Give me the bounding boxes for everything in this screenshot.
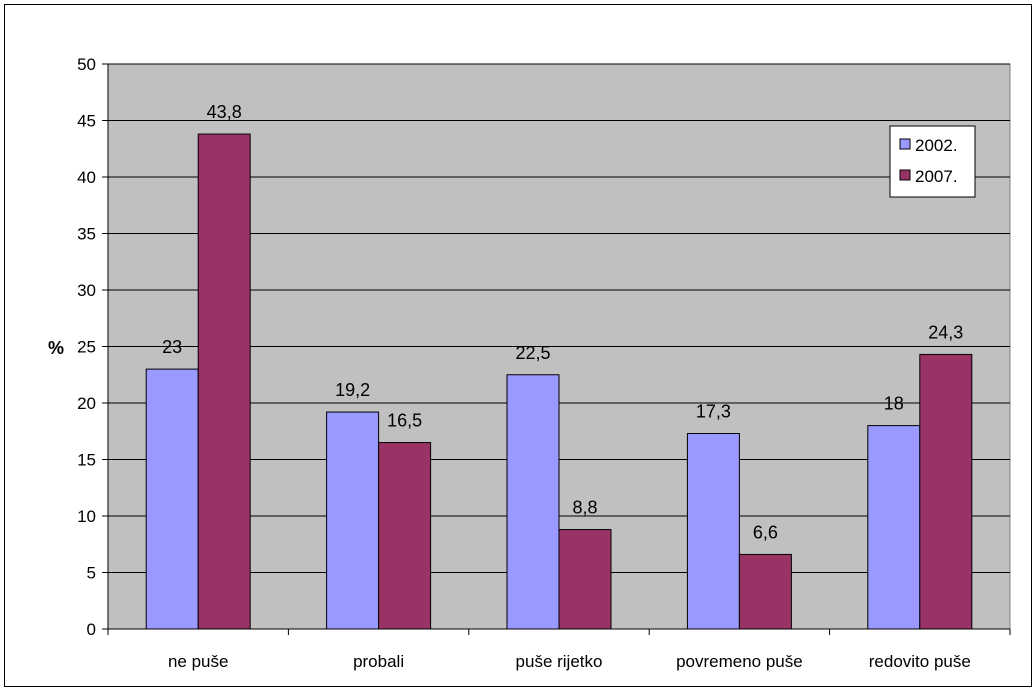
y-axis-label: %	[48, 338, 64, 358]
data-label: 43,8	[207, 102, 242, 122]
bar-2007-4	[919, 353, 973, 630]
y-tick-label: 15	[77, 451, 96, 470]
y-tick-label: 45	[77, 112, 96, 131]
data-labels: 23 19,2 22,5 17,3 18 43,8 16,5 8,8 6,6 24,3	[162, 102, 963, 542]
y-tick-label: 10	[77, 507, 96, 526]
data-label: 16,5	[387, 411, 422, 431]
bar-2002-2	[506, 374, 560, 630]
data-label: 23	[162, 337, 182, 357]
data-label: 24,3	[928, 322, 963, 342]
data-label: 8,8	[572, 498, 597, 518]
x-tick-label: povremeno puše	[676, 652, 803, 671]
legend-label: 2002.	[915, 136, 958, 155]
legend-swatch	[899, 169, 911, 181]
bar-2002-0	[145, 368, 199, 630]
y-tick-label: 20	[77, 394, 96, 413]
y-tick-label: 40	[77, 168, 96, 187]
x-tick-label: ne puše	[168, 652, 229, 671]
data-label: 22,5	[515, 343, 550, 363]
x-tick-label: probali	[353, 652, 404, 671]
y-tick-label: 0	[87, 620, 96, 639]
bar-2002-3	[686, 433, 740, 630]
x-tick-label: redovito puše	[869, 652, 971, 671]
y-tick-label: 50	[77, 55, 96, 74]
y-tick-label: 25	[77, 338, 96, 357]
y-axis-ticks: 0 5 10 15 20 25 30 35 40 45 50	[77, 55, 108, 639]
y-tick-label: 35	[77, 225, 96, 244]
x-axis-ticks: ne puše probali puše rijetko povremeno puše…	[107, 629, 1011, 671]
legend-box	[889, 125, 976, 198]
legend-label: 2007.	[915, 167, 958, 186]
x-tick-label: puše rijetko	[516, 652, 603, 671]
bar-2002-1	[326, 411, 380, 630]
bar-2002-4	[867, 425, 921, 630]
bar-2007-3	[738, 553, 792, 630]
data-label: 18	[884, 394, 904, 414]
legend-swatch	[899, 138, 911, 150]
data-label: 17,3	[696, 402, 731, 422]
bar-2007-2	[558, 529, 612, 630]
legend: 2002. 2007.	[889, 125, 976, 198]
bars	[145, 133, 973, 630]
y-tick-label: 30	[77, 281, 96, 300]
y-tick-label: 5	[87, 564, 96, 583]
data-label: 19,2	[335, 380, 370, 400]
data-label: 6,6	[753, 522, 778, 542]
bar-2007-0	[197, 133, 251, 630]
bar-2007-1	[378, 442, 432, 630]
